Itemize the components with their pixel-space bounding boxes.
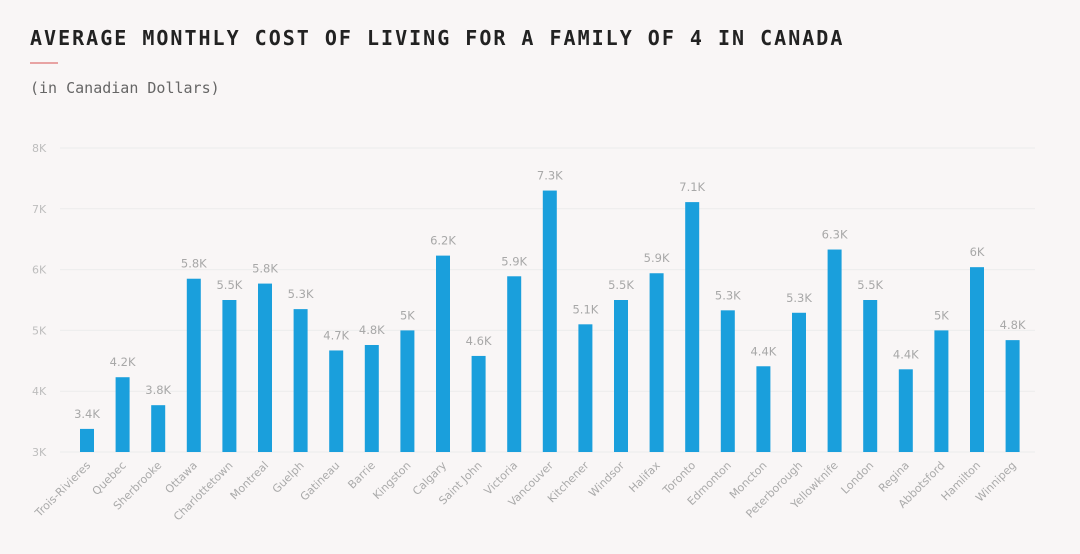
value-labels: 3.4K 4.2K 3.8K 5.8K 5.5K 5.8K 5.3K 4.7K 4.8K 5K 6.… <box>74 169 1026 421</box>
value-label-barrie: 4.8K <box>359 323 385 337</box>
value-label-abbotsford: 5K <box>934 308 949 322</box>
value-label-calgary: 6.2K <box>430 234 456 248</box>
bar-abbotsford <box>934 330 949 452</box>
bar-saint-john <box>471 355 486 452</box>
y-tick-8k: 8K <box>32 142 47 155</box>
value-label-winnipeg: 4.8K <box>1000 318 1026 332</box>
bar-sherbrooke <box>151 405 166 452</box>
bar-yellowknife <box>827 249 842 452</box>
x-label-london: London <box>839 459 877 497</box>
bar-gatineau <box>329 350 344 452</box>
value-label-kingston: 5K <box>400 308 415 322</box>
bar-peterborough <box>792 312 806 452</box>
y-axis-ticks: 3K 4K 5K 6K 7K 8K <box>32 142 47 459</box>
bar-trois-rivieres <box>80 428 94 452</box>
value-label-regina: 4.4K <box>893 347 919 361</box>
value-label-gatineau: 4.7K <box>323 328 349 342</box>
value-label-yellowknife: 6.3K <box>822 228 848 242</box>
value-label-halifax: 5.9K <box>644 251 670 265</box>
bar-quebec <box>115 377 130 452</box>
y-tick-3k: 3K <box>32 446 47 459</box>
value-label-toronto: 7.1K <box>679 180 705 194</box>
bar-ottawa <box>186 278 201 452</box>
bar-guelph <box>293 309 308 452</box>
bar-charlottetown <box>222 300 237 452</box>
x-label-gatineau: Gatineau <box>298 459 343 504</box>
y-tick-5k: 5K <box>32 324 47 337</box>
value-label-sherbrooke: 3.8K <box>145 383 171 397</box>
value-label-hamilton: 6K <box>970 245 985 259</box>
value-label-ottawa: 5.8K <box>181 257 207 271</box>
y-tick-4k: 4K <box>32 385 47 398</box>
value-label-kitchener: 5.1K <box>572 302 598 316</box>
value-label-vancouver: 7.3K <box>537 169 563 183</box>
x-axis-labels: Trois-RivieresQuebecSherbrookeOttawaChar… <box>32 459 1019 524</box>
chart-subtitle: (in Canadian Dollars) <box>30 79 220 97</box>
bar-calgary <box>436 255 450 452</box>
bar-vancouver <box>542 190 557 452</box>
x-label-windsor: Windsor <box>586 459 627 500</box>
value-label-windsor: 5.5K <box>608 278 634 292</box>
x-label-montreal: Montreal <box>228 459 271 502</box>
bar-kitchener <box>578 324 593 452</box>
bar-regina <box>898 369 913 452</box>
x-label-barrie: Barrie <box>345 459 378 492</box>
value-label-moncton: 4.4K <box>750 344 776 358</box>
value-label-guelph: 5.3K <box>288 287 314 301</box>
value-label-charlottetown: 5.5K <box>216 278 242 292</box>
value-label-edmonton: 5.3K <box>715 288 741 302</box>
value-label-london: 5.5K <box>857 278 883 292</box>
x-label-halifax: Halifax <box>626 459 663 496</box>
value-label-peterborough: 5.3K <box>786 291 812 305</box>
title-underline <box>30 62 58 64</box>
bar-barrie <box>364 344 379 452</box>
bar-victoria <box>507 276 522 452</box>
value-label-montreal: 5.8K <box>252 262 278 276</box>
value-label-victoria: 5.9K <box>501 254 527 268</box>
bar-toronto <box>685 202 700 452</box>
value-label-trois-rivieres: 3.4K <box>74 407 100 421</box>
bar-montreal <box>258 283 272 452</box>
bar-moncton <box>756 366 771 452</box>
bar-kingston <box>400 330 415 452</box>
bar-winnipeg <box>1005 340 1020 452</box>
chart-title: AVERAGE MONTHLY COST OF LIVING FOR A FAM… <box>30 26 845 50</box>
x-label-trois-rivieres: Trois-Rivieres <box>32 459 93 520</box>
bar-windsor <box>614 300 628 452</box>
bar-halifax <box>649 273 664 452</box>
x-label-kingston: Kingston <box>370 459 413 502</box>
value-label-quebec: 4.2K <box>110 355 136 369</box>
y-tick-7k: 7K <box>32 203 47 216</box>
bar-hamilton <box>970 267 984 452</box>
bar-edmonton <box>720 310 735 452</box>
value-label-saint-john: 4.6K <box>466 334 492 348</box>
bars <box>80 190 1020 452</box>
bar-london <box>863 300 878 452</box>
y-tick-6k: 6K <box>32 264 47 277</box>
